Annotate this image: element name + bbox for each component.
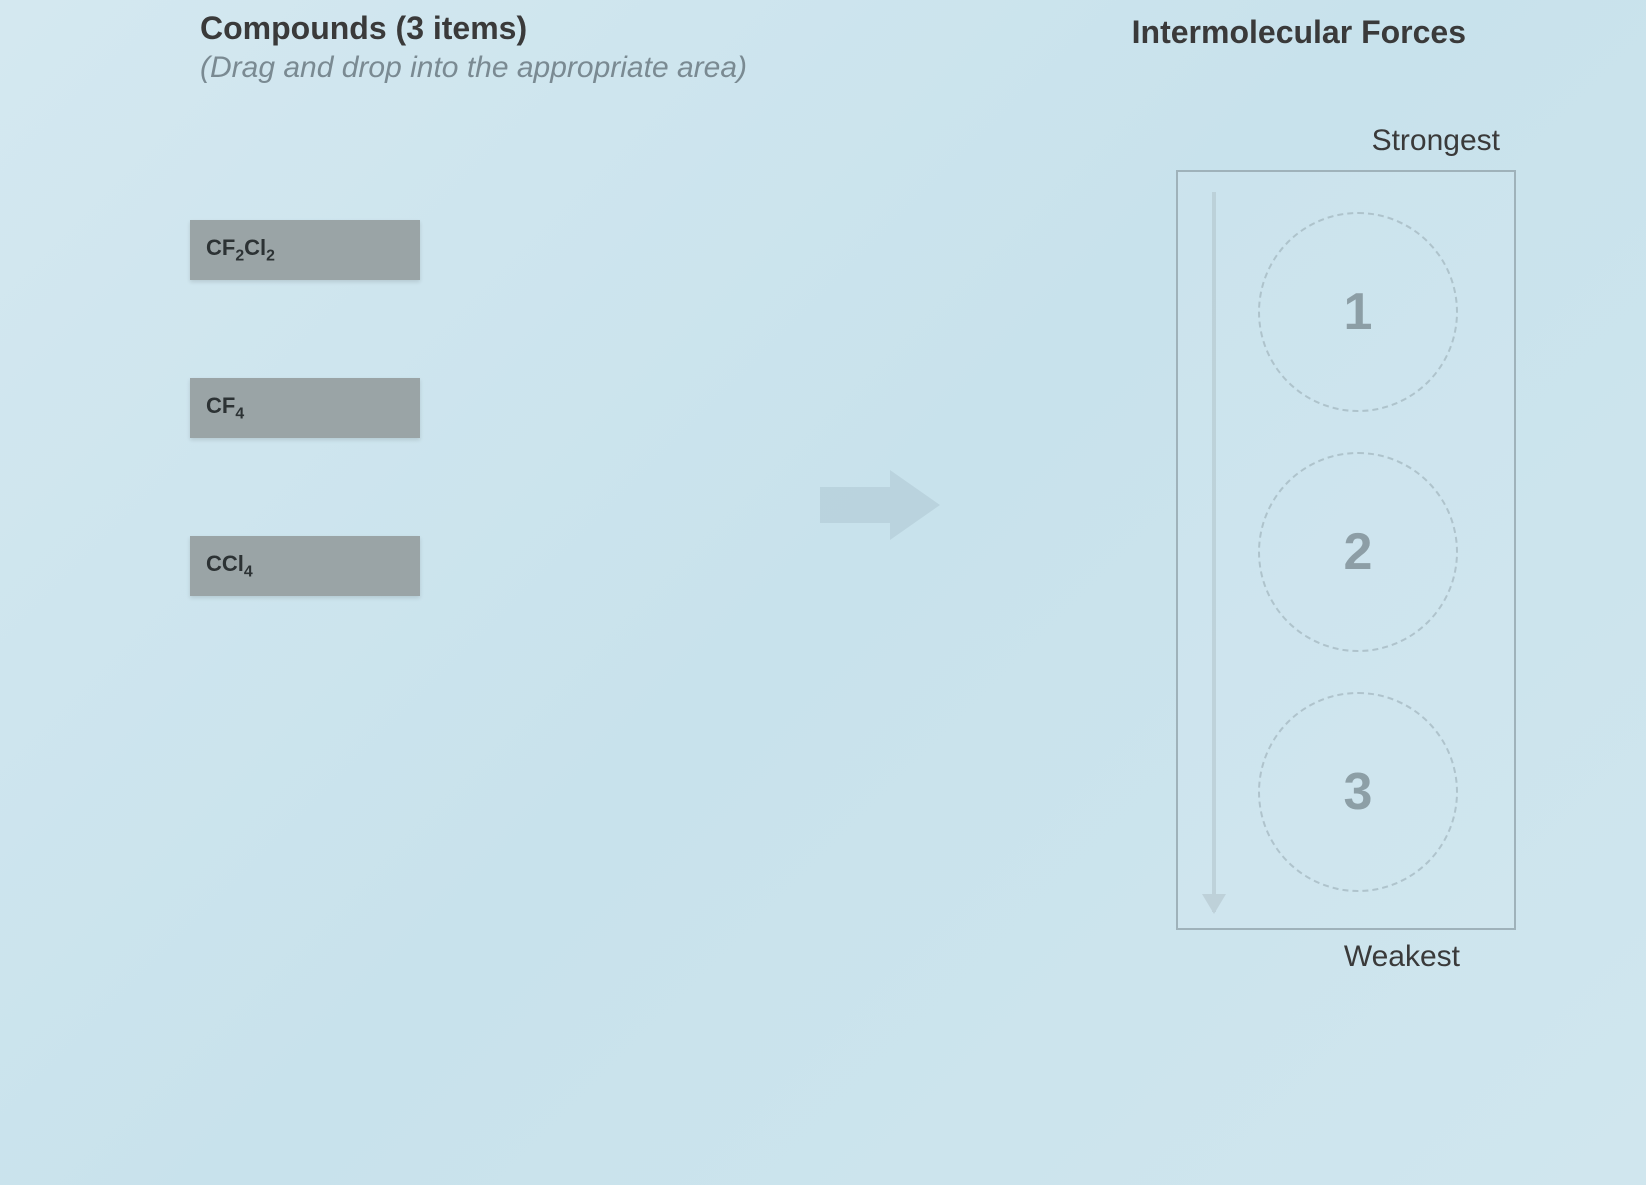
compounds-header: Compounds (3 items) (Drag and drop into … [200, 10, 747, 85]
compound-label: CF2Cl2 [206, 235, 275, 264]
weakest-label: Weakest [1344, 940, 1460, 974]
strongest-label: Strongest [1372, 124, 1500, 158]
compound-chip-cf4[interactable]: CF4 [190, 378, 420, 438]
scale-arrow-icon [1212, 192, 1216, 912]
compound-label: CCl4 [206, 551, 253, 580]
drop-slot-1[interactable]: 1 [1258, 212, 1458, 412]
drop-slot-number: 2 [1344, 522, 1373, 582]
forces-title: Intermolecular Forces [1132, 14, 1466, 51]
drop-panel: 1 2 3 [1176, 170, 1516, 930]
drop-slot-number: 1 [1344, 282, 1373, 342]
compounds-subtitle: (Drag and drop into the appropriate area… [200, 51, 747, 85]
drag-direction-arrow-icon [820, 465, 940, 545]
compound-chip-ccl4[interactable]: CCl4 [190, 536, 420, 596]
drop-slot-2[interactable]: 2 [1258, 452, 1458, 652]
drop-slot-number: 3 [1344, 762, 1373, 822]
compound-label: CF4 [206, 393, 244, 422]
compound-chip-cf2cl2[interactable]: CF2Cl2 [190, 220, 420, 280]
drop-slot-3[interactable]: 3 [1258, 692, 1458, 892]
compounds-title: Compounds (3 items) [200, 10, 747, 47]
